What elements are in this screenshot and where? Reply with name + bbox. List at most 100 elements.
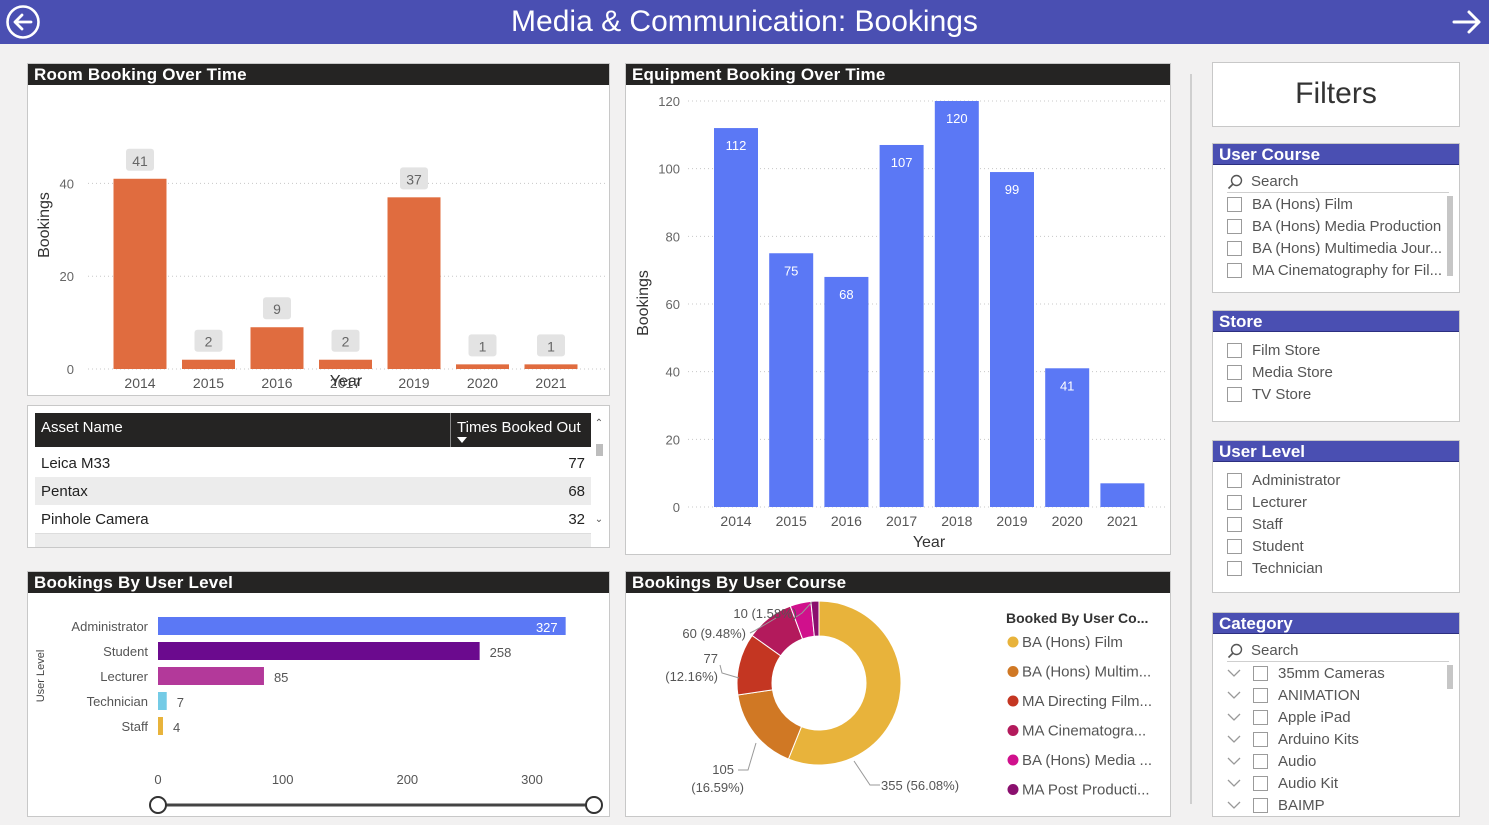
data-label: 9 xyxy=(273,301,281,317)
checkbox[interactable] xyxy=(1227,472,1242,488)
checkbox[interactable] xyxy=(1227,218,1242,234)
chevron-down-icon[interactable] xyxy=(1227,662,1243,684)
user-level-option[interactable]: Lecturer xyxy=(1213,491,1459,513)
table-row[interactable]: Leica M33 77 xyxy=(35,449,591,477)
filters-title: Filters xyxy=(1212,62,1460,127)
chevron-down-icon[interactable] xyxy=(1227,706,1243,728)
chevron-down-icon-glyph xyxy=(1227,713,1241,721)
table-row[interactable]: Pinhole Camera 32 xyxy=(35,505,591,533)
chevron-down-icon[interactable] xyxy=(1227,772,1243,794)
category-option[interactable]: Audio xyxy=(1213,750,1459,772)
scroll-down-icon[interactable]: ⌄ xyxy=(594,514,604,525)
legend-item: BA (Hons) Film xyxy=(1022,634,1123,651)
checkbox[interactable] xyxy=(1253,753,1268,769)
option-label: Arduino Kits xyxy=(1278,730,1359,748)
checkbox[interactable] xyxy=(1253,665,1268,681)
category-option[interactable]: ANIMATION xyxy=(1213,684,1459,706)
user-course-option[interactable]: BA (Hons) Multimedia Jour... xyxy=(1213,237,1459,259)
category-label: Technician xyxy=(87,694,148,709)
room-booking-card[interactable]: Room Booking Over Time 0 20 40 41 2014 2 2015 9… xyxy=(27,63,610,396)
data-label: 1 xyxy=(479,338,487,354)
user-course-option[interactable]: BA (Hons) Film xyxy=(1213,193,1459,215)
checkbox[interactable] xyxy=(1227,364,1242,380)
category-option[interactable]: 35mm Cameras xyxy=(1213,662,1459,684)
chevron-down-icon[interactable] xyxy=(1227,750,1243,772)
bar xyxy=(387,197,441,369)
scroll-thumb[interactable] xyxy=(596,444,603,456)
slice-label: (16.59%) xyxy=(691,780,744,795)
user-level-option[interactable]: Technician xyxy=(1213,557,1459,579)
chevron-down-icon[interactable] xyxy=(1227,728,1243,750)
data-label: 258 xyxy=(490,645,512,660)
checkbox[interactable] xyxy=(1227,262,1242,278)
checkbox[interactable] xyxy=(1227,240,1242,256)
user-level-card[interactable]: Bookings By User Level 0 100 200 300 Adminis… xyxy=(27,571,610,817)
category-option[interactable]: BAIMP xyxy=(1213,794,1459,816)
category-option[interactable]: Apple iPad xyxy=(1213,706,1459,728)
x-tick-label: 2017 xyxy=(330,375,361,391)
col-asset-name[interactable]: Asset Name xyxy=(35,413,451,447)
arrow-left-circle-icon xyxy=(6,5,40,39)
bar xyxy=(158,692,167,710)
checkbox[interactable] xyxy=(1227,494,1242,510)
user-level-option[interactable]: Staff xyxy=(1213,513,1459,535)
legend-item: MA Directing Film... xyxy=(1022,693,1152,710)
checkbox[interactable] xyxy=(1227,196,1242,212)
store-option[interactable]: Film Store xyxy=(1213,339,1459,361)
table-row[interactable]: Pentax 68 xyxy=(35,477,591,505)
checkbox[interactable] xyxy=(1227,342,1242,358)
user-course-search[interactable]: Search xyxy=(1227,171,1449,193)
scroll-up-icon[interactable]: ⌃ xyxy=(594,418,604,429)
zoom-slider-right-handle[interactable] xyxy=(585,796,603,814)
user-level-title: Bookings By User Level xyxy=(28,572,609,593)
category-search[interactable]: Search xyxy=(1227,640,1449,662)
chevron-down-icon[interactable] xyxy=(1227,794,1243,816)
chevron-down-icon[interactable] xyxy=(1227,684,1243,706)
checkbox[interactable] xyxy=(1253,731,1268,747)
forward-button[interactable] xyxy=(1447,3,1487,41)
store-option[interactable]: TV Store xyxy=(1213,383,1459,405)
store-option[interactable]: Media Store xyxy=(1213,361,1459,383)
category-option[interactable]: Arduino Kits xyxy=(1213,728,1459,750)
checkbox[interactable] xyxy=(1253,687,1268,703)
equipment-booking-card[interactable]: Equipment Booking Over Time 0 20 40 60 80 100… xyxy=(625,63,1171,555)
checkbox[interactable] xyxy=(1227,386,1242,402)
option-label: BAIMP xyxy=(1278,796,1325,814)
category-label: Staff xyxy=(121,719,148,734)
table-scrollbar[interactable]: ⌃ ⌄ xyxy=(594,414,604,540)
data-label: 4 xyxy=(173,720,180,735)
data-label: 327 xyxy=(536,620,558,635)
user-course-slicer: User Course Search BA (Hons) Film BA (Ho… xyxy=(1212,143,1460,293)
user-level-option[interactable]: Administrator xyxy=(1213,469,1459,491)
back-button[interactable] xyxy=(3,3,43,41)
bar xyxy=(113,178,167,369)
slice-label: 10 (1.58%) xyxy=(733,606,797,621)
bar xyxy=(250,327,304,369)
checkbox[interactable] xyxy=(1253,775,1268,791)
checkbox[interactable] xyxy=(1253,709,1268,725)
col-times-booked[interactable]: Times Booked Out xyxy=(451,413,591,447)
zoom-slider-left-handle[interactable] xyxy=(149,796,167,814)
category-scrollbar[interactable] xyxy=(1447,665,1453,689)
user-course-option[interactable]: BA (Hons) Media Production xyxy=(1213,215,1459,237)
y-tick-label: 40 xyxy=(666,365,680,380)
x-tick-label: 200 xyxy=(396,772,418,787)
y-tick-label: 20 xyxy=(60,269,74,284)
user-course-scrollbar[interactable] xyxy=(1447,196,1453,276)
category-label: Lecturer xyxy=(100,669,148,684)
category-option[interactable]: Audio Kit xyxy=(1213,772,1459,794)
user-course-card[interactable]: Bookings By User Course 355 (56.08%) 105 (… xyxy=(625,571,1171,817)
leader-line xyxy=(749,617,777,634)
checkbox[interactable] xyxy=(1227,560,1242,576)
option-label: TV Store xyxy=(1252,385,1312,403)
bar xyxy=(456,364,509,369)
checkbox[interactable] xyxy=(1227,538,1242,554)
legend-item: MA Cinematogra... xyxy=(1022,723,1146,740)
slice-label: 355 (56.08%) xyxy=(881,778,959,793)
user-level-option[interactable]: Student xyxy=(1213,535,1459,557)
checkbox[interactable] xyxy=(1253,797,1268,813)
user-course-option[interactable]: MA Cinematography for Fil... xyxy=(1213,259,1459,281)
x-tick-label: 2019 xyxy=(398,375,429,391)
checkbox[interactable] xyxy=(1227,516,1242,532)
donut-slice xyxy=(737,689,803,760)
